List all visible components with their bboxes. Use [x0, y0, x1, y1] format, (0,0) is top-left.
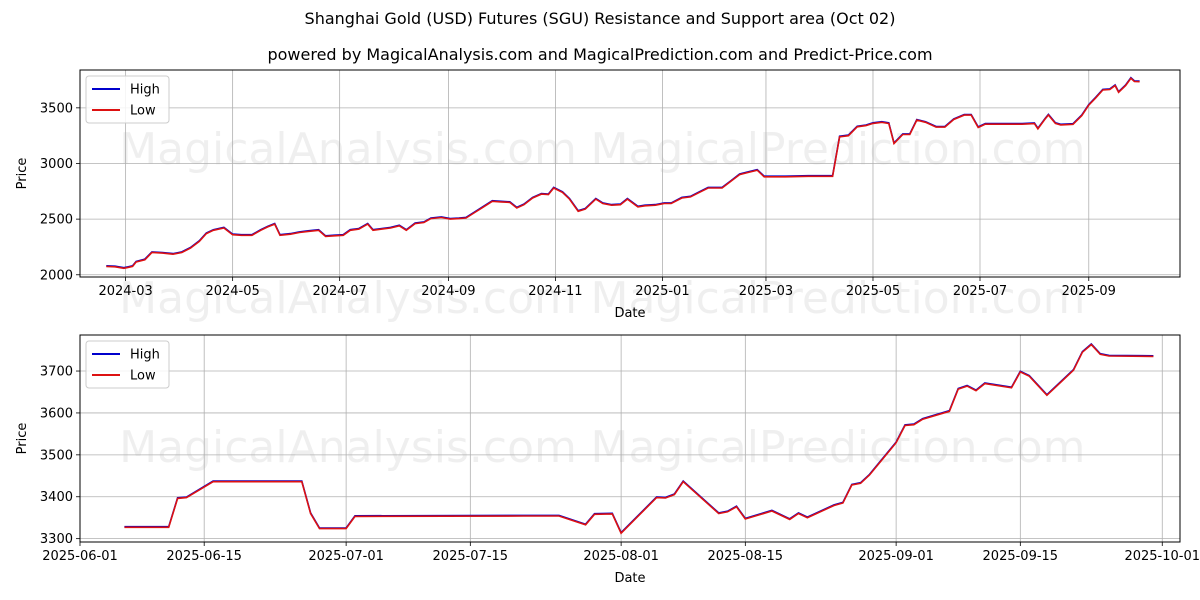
- x-tick-label: 2025-07: [953, 284, 1007, 299]
- y-tick-label: 3500: [40, 101, 73, 116]
- legend-label-high: High: [130, 348, 160, 363]
- chart-panel-1: 2024-03 2024-05 2024-07 2024-09 2024-11 2025-…: [15, 69, 1181, 321]
- x-tick-label: 2025-07-01: [308, 549, 384, 564]
- x-tick-label: 2025-09: [1062, 284, 1116, 299]
- x-axis-label: Date: [614, 571, 645, 586]
- x-tick-label: 2024-05: [205, 284, 259, 299]
- series-line-low: [124, 343, 1154, 535]
- chart-panel-2: 2025-06-01 2025-06-15 2025-07-01 2025-07-15…: [15, 334, 1200, 586]
- watermark-text: MagicalAnalysis.com: [119, 124, 577, 175]
- y-axis-label: Price: [15, 423, 30, 455]
- x-tick-label: 2024-09: [421, 284, 475, 299]
- y-tick-label: 3000: [40, 157, 73, 172]
- watermark-text: MagicalAnalysis.com: [119, 422, 577, 473]
- legend-box: [85, 340, 170, 389]
- x-tick-label: 2025-03: [739, 284, 793, 299]
- plot-frame: [79, 69, 1181, 278]
- chart-title: Shanghai Gold (USD) Futures (SGU) Resist…: [304, 9, 896, 28]
- y-tick-label: 3400: [40, 490, 73, 505]
- x-tick-label: 2024-11: [528, 284, 582, 299]
- y-tick-label: 3700: [40, 365, 73, 380]
- x-tick-label: 2025-06-01: [42, 549, 118, 564]
- watermark-text: MagicalPrediction.com: [591, 273, 1086, 324]
- x-tick-label: 2025-09-01: [858, 549, 934, 564]
- watermark-layer-top: MagicalAnalysis.com MagicalPrediction.co…: [119, 124, 1085, 324]
- x-tick-label: 2024-07: [312, 284, 366, 299]
- watermark-text: MagicalAnalysis.com: [119, 273, 577, 324]
- series-line-low: [106, 77, 1140, 270]
- y-tick-label: 3300: [40, 532, 73, 547]
- watermark-layer-bottom: MagicalAnalysis.com MagicalPrediction.co…: [119, 422, 1085, 473]
- legend-label-low: Low: [130, 104, 156, 119]
- x-tick-label: 2025-10-01: [1124, 549, 1200, 564]
- x-tick-label: 2025-07-15: [433, 549, 509, 564]
- x-tick-label: 2025-08-15: [708, 549, 784, 564]
- x-tick-label: 2025-05: [846, 284, 900, 299]
- y-tick-label: 3500: [40, 448, 73, 463]
- x-tick-label: 2025-06-15: [166, 549, 242, 564]
- watermark-text: MagicalPrediction.com: [591, 422, 1086, 473]
- legend: High Low: [85, 75, 170, 124]
- chart-subtitle: powered by MagicalAnalysis.com and Magic…: [267, 45, 933, 64]
- legend-label-low: Low: [130, 369, 156, 384]
- legend-label-high: High: [130, 83, 160, 98]
- legend-box: [85, 75, 170, 124]
- y-tick-label: 2000: [40, 268, 73, 283]
- x-tick-label: 2025-08-01: [583, 549, 659, 564]
- x-axis-label: Date: [614, 306, 645, 321]
- legend: High Low: [85, 340, 170, 389]
- x-tick-label: 2025-09-15: [983, 549, 1059, 564]
- x-tick-label: 2024-03: [98, 284, 152, 299]
- y-axis-label: Price: [15, 158, 30, 190]
- plot-frame: [79, 334, 1181, 543]
- y-tick-label: 3600: [40, 406, 73, 421]
- x-tick-label: 2025-01: [635, 284, 689, 299]
- y-tick-label: 2500: [40, 213, 73, 228]
